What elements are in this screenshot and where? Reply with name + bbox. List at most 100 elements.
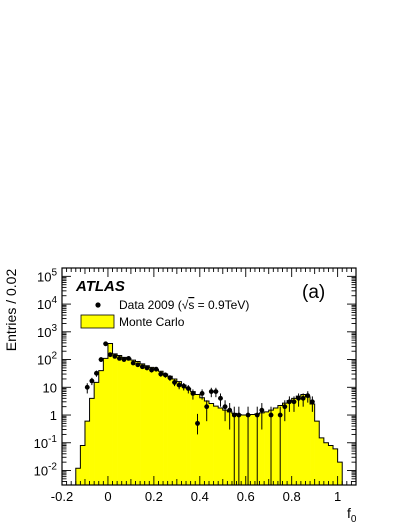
y-tick-exponent: 4 xyxy=(51,295,57,306)
y-tick-exponent: 3 xyxy=(51,323,57,334)
data-point xyxy=(227,407,233,413)
mc-outline xyxy=(71,342,347,486)
data-point xyxy=(149,367,154,373)
data-point xyxy=(213,389,219,394)
x-tick-label: 0.8 xyxy=(283,489,301,504)
y-tick-exponent: -2 xyxy=(48,461,57,472)
mc-bin xyxy=(190,391,196,485)
sqrt-symbol: √ xyxy=(182,298,189,312)
mc-bin xyxy=(337,462,343,485)
mc-bin xyxy=(282,403,288,485)
data-point xyxy=(84,384,90,390)
data-point xyxy=(89,378,95,384)
data-point xyxy=(309,399,315,405)
data-point xyxy=(144,365,150,371)
data-point xyxy=(222,404,228,410)
mc-bin xyxy=(227,411,233,485)
y-tick-label: 104 xyxy=(37,295,57,312)
x-tick-label: 0.2 xyxy=(145,489,163,504)
mc-bin xyxy=(89,398,95,485)
mc-bin xyxy=(80,445,86,485)
data-point xyxy=(231,412,237,418)
data-point xyxy=(277,412,283,418)
legend-mc-label: Monte Carlo xyxy=(119,315,185,329)
mc-bin xyxy=(213,406,219,485)
x-axis-label-main: f xyxy=(347,505,351,521)
y-tick-label: 105 xyxy=(37,267,57,284)
y-tick-label: 10 xyxy=(43,380,57,395)
data-point xyxy=(139,364,145,370)
experiment-label: ATLAS xyxy=(75,278,125,295)
data-point xyxy=(204,404,210,410)
mc-bin xyxy=(204,401,210,485)
legend-data-label-energy: = 0.9TeV) xyxy=(194,298,249,312)
y-axis-label: Entries / 0.02 xyxy=(3,269,19,352)
data-point xyxy=(176,382,182,388)
mc-bin xyxy=(250,414,256,485)
data-point xyxy=(286,399,292,405)
data-point xyxy=(103,341,109,347)
y-tick-base: 10 xyxy=(37,269,51,284)
mc-bin xyxy=(103,358,109,485)
monte-carlo-histogram xyxy=(71,342,347,486)
mc-bin xyxy=(126,358,132,485)
data-point xyxy=(254,412,260,418)
x-tick-label: -0.2 xyxy=(51,489,73,504)
y-tick-base: 10 xyxy=(37,353,51,368)
mc-bin xyxy=(300,394,306,485)
mc-bin xyxy=(310,403,315,485)
data-point xyxy=(126,356,132,361)
mc-bin xyxy=(75,468,81,485)
mc-bin xyxy=(222,410,228,485)
legend: Data 2009 (√s = 0.9TeV) Monte Carlo xyxy=(80,298,249,329)
mc-bin xyxy=(209,403,214,485)
mc-bin xyxy=(163,374,168,485)
data-point xyxy=(268,412,274,418)
data-point xyxy=(94,370,99,376)
data-point xyxy=(199,391,205,396)
x-tick-label: 1 xyxy=(334,489,341,504)
mc-bin xyxy=(305,396,311,485)
mc-bin xyxy=(195,394,201,485)
data-point xyxy=(181,383,187,389)
mc-bin xyxy=(314,421,320,485)
data-point xyxy=(296,395,301,401)
data-point xyxy=(208,389,214,394)
data-point xyxy=(172,380,177,385)
x-tick-label: 0.4 xyxy=(191,489,209,504)
mc-bin xyxy=(135,361,141,485)
mc-bin xyxy=(144,365,150,485)
data-point xyxy=(236,412,242,418)
mc-bin xyxy=(181,385,187,485)
y-tick-exponent: 5 xyxy=(51,267,57,278)
data-point xyxy=(282,404,288,410)
mc-bin xyxy=(107,343,113,485)
legend-data-marker xyxy=(95,302,101,308)
mc-bin xyxy=(319,437,325,485)
y-tick-base: 10 xyxy=(34,463,48,478)
mc-bin xyxy=(149,367,155,485)
data-point xyxy=(158,371,164,377)
mc-bin xyxy=(273,407,279,485)
mc-bin xyxy=(287,400,292,485)
mc-bin xyxy=(296,396,302,485)
axis-ticks xyxy=(61,267,357,486)
mc-bin xyxy=(130,360,136,485)
data-point xyxy=(245,412,251,418)
mc-bin xyxy=(117,355,123,485)
mc-bin xyxy=(176,381,182,485)
mc-bin xyxy=(84,421,90,485)
y-tick-label: 1 xyxy=(50,408,57,423)
mc-bin xyxy=(153,369,159,485)
mc-bin xyxy=(167,376,173,485)
x-tick-label: 0.6 xyxy=(237,489,255,504)
mc-bin xyxy=(218,407,224,485)
data-point xyxy=(112,353,118,359)
y-tick-label: 103 xyxy=(37,323,57,340)
x-axis-label: f0 xyxy=(347,505,357,525)
mc-bin xyxy=(140,363,145,485)
mc-bin xyxy=(323,442,329,485)
y-tick-label: 10-2 xyxy=(34,461,58,478)
mc-bin xyxy=(264,411,270,485)
